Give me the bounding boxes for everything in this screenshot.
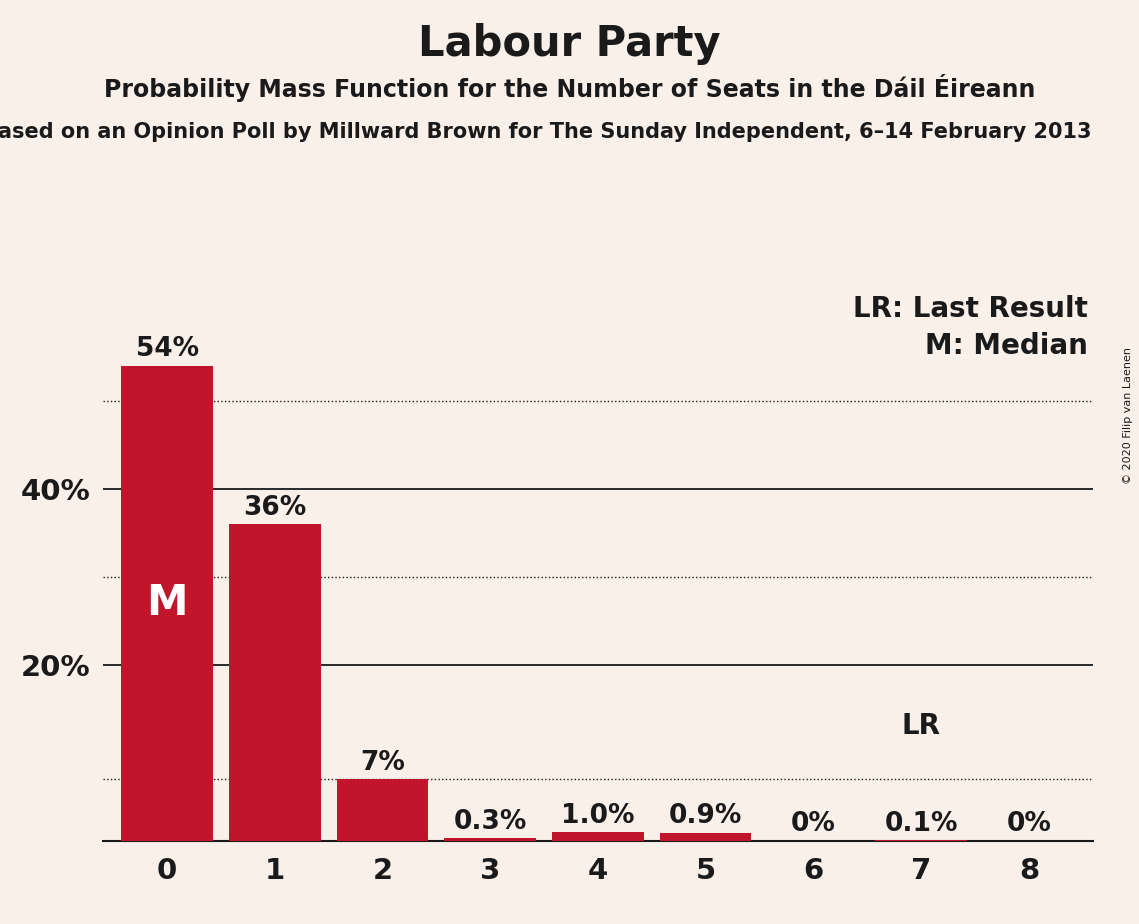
Text: 36%: 36% <box>244 494 306 520</box>
Text: LR: LR <box>902 711 941 739</box>
Text: 7%: 7% <box>360 749 405 776</box>
Bar <box>337 779 428 841</box>
Text: ased on an Opinion Poll by Millward Brown for The Sunday Independent, 6–14 Febru: ased on an Opinion Poll by Millward Brow… <box>0 122 1091 142</box>
Text: © 2020 Filip van Laenen: © 2020 Filip van Laenen <box>1123 347 1133 484</box>
Bar <box>122 366 213 841</box>
Text: 0%: 0% <box>790 811 836 837</box>
Text: M: Median: M: Median <box>925 333 1088 360</box>
Text: 0.9%: 0.9% <box>669 803 743 830</box>
Bar <box>659 833 752 841</box>
Text: 0%: 0% <box>1007 811 1051 837</box>
Text: 54%: 54% <box>136 336 198 362</box>
Text: 0.1%: 0.1% <box>884 811 958 837</box>
Text: Probability Mass Function for the Number of Seats in the Dáil Éireann: Probability Mass Function for the Number… <box>104 74 1035 102</box>
Text: M: M <box>147 582 188 625</box>
Text: 0.3%: 0.3% <box>453 808 527 834</box>
Bar <box>552 832 644 841</box>
Text: Labour Party: Labour Party <box>418 23 721 65</box>
Text: LR: Last Result: LR: Last Result <box>853 296 1088 323</box>
Bar <box>229 524 320 841</box>
Text: 1.0%: 1.0% <box>562 803 634 829</box>
Bar <box>444 838 536 841</box>
